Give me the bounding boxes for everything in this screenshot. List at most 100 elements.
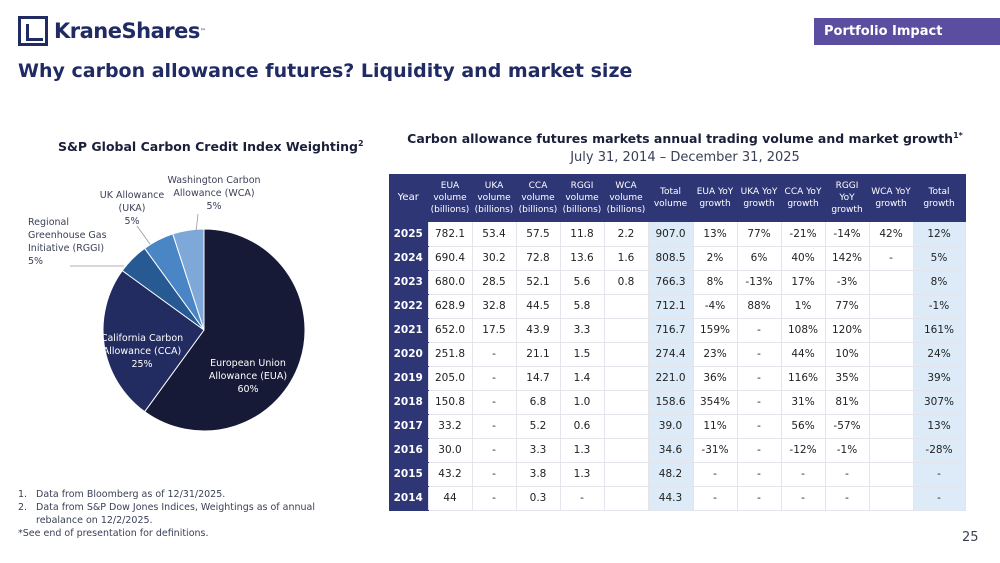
table-cell: 5.6 (560, 270, 605, 295)
table-cell: - (472, 414, 517, 439)
table-row: 2018 150.8-6.8 1.0 158.6 354% -31% 81% 307% (389, 390, 966, 415)
table-cell: 44% (781, 342, 826, 367)
pie-title-text: S&P Global Carbon Credit Index Weighting (58, 139, 358, 155)
volume-growth-table: Year EUA volume (billions) UKA volume (bil… (389, 174, 966, 511)
table-header-cell: CCA volume (billions) (516, 174, 561, 222)
table-row: 2015 43.2-3.8 1.3 48.2- - - - - (389, 462, 966, 487)
table-cell: 6.8 (516, 390, 561, 415)
table-cell: 0.8 (604, 270, 649, 295)
table-cell: 1% (781, 294, 826, 319)
pie-label-eua: European Union Allowance (EUA) 60% (200, 357, 296, 396)
table-cell: 0.6 (560, 414, 605, 439)
footnote-1-text: Data from Bloomberg as of 12/31/2025. (36, 489, 226, 500)
table-year-cell: 2025 (389, 222, 429, 247)
table-cell (869, 270, 914, 295)
table-cell (604, 318, 649, 343)
table-cell: 88% (737, 294, 782, 319)
table-title-text: Carbon allowance futures markets annual … (407, 131, 954, 147)
pie-leader-line-2 (195, 213, 199, 233)
table-total-cell: 808.5 (648, 246, 694, 271)
table-total-cell: 39.0 (648, 414, 694, 439)
table-cell: 354% (693, 390, 738, 415)
pie-label-eua-line2: Allowance (EUA) (208, 371, 288, 382)
pie-label-cca-pct: 25% (131, 359, 153, 370)
table-header-cell: EUA YoY growth (693, 174, 738, 222)
pie-label-wca: Washington Carbon Allowance (WCA) 5% (164, 174, 264, 213)
table-cell: 21.1 (516, 342, 561, 367)
table-cell: 31% (781, 390, 826, 415)
table-cell: 43.2 (428, 462, 473, 487)
pie-label-rggi-pct: 5% (28, 256, 44, 267)
logo-text: KraneShares (54, 19, 200, 43)
table-row: 2020 251.8-21.1 1.5 274.4 23% -44% 10% 24% (389, 342, 966, 367)
table-year-cell: 2022 (389, 294, 429, 319)
table-total-cell: 158.6 (648, 390, 694, 415)
table-cell: - (693, 462, 738, 487)
table-cell (604, 390, 649, 415)
table-cell: 120% (825, 318, 870, 343)
table-cell (604, 366, 649, 391)
pie-leader-line-1 (136, 225, 151, 245)
table-cell: 8% (693, 270, 738, 295)
kraneshares-logo-icon (18, 16, 48, 46)
table-header-cell: UKA YoY growth (737, 174, 782, 222)
footnote-2-number: 2. (18, 502, 28, 513)
table-cell: 11.8 (560, 222, 605, 247)
table-cell (604, 462, 649, 487)
table-cell: 3.8 (516, 462, 561, 487)
table-cell: -13% (737, 270, 782, 295)
table-cell: 251.8 (428, 342, 473, 367)
table-cell: 11% (693, 414, 738, 439)
pie-label-wca-line1: Washington Carbon (167, 175, 261, 186)
table-cell: 77% (825, 294, 870, 319)
table-cell: 680.0 (428, 270, 473, 295)
footnote-2: 2. Data from S&P Dow Jones Indices, Weig… (18, 501, 318, 527)
table-cell: 108% (781, 318, 826, 343)
table-cell: 17.5 (472, 318, 517, 343)
table-header-cell: WCA volume (billions) (604, 174, 649, 222)
table-cell: 56% (781, 414, 826, 439)
table-cell (869, 462, 914, 487)
table-cell: -12% (781, 438, 826, 463)
table-total-cell: 12% (913, 222, 966, 247)
table-cell: - (472, 462, 517, 487)
table-cell: 77% (737, 222, 782, 247)
table-total-cell: 766.3 (648, 270, 694, 295)
pie-label-uka-line2: (UKA) (118, 203, 146, 214)
table-year-cell: 2023 (389, 270, 429, 295)
pie-label-eua-pct: 60% (237, 384, 259, 395)
page-number: 25 (962, 530, 979, 545)
table-total-cell: 44.3 (648, 486, 694, 511)
table-total-cell: -1% (913, 294, 966, 319)
pie-label-cca: California Carbon Allowance (CCA) 25% (92, 332, 192, 371)
table-total-cell: 5% (913, 246, 966, 271)
table-year-cell: 2019 (389, 366, 429, 391)
table-total-cell: 221.0 (648, 366, 694, 391)
table-cell: 116% (781, 366, 826, 391)
table-cell: 72.8 (516, 246, 561, 271)
table-cell: - (472, 438, 517, 463)
table-cell: - (737, 462, 782, 487)
table-year-cell: 2014 (389, 486, 429, 511)
table-header-cell: UKA volume (billions) (472, 174, 517, 222)
pie-label-uka-line1: UK Allowance (99, 190, 165, 201)
table-cell: 30.2 (472, 246, 517, 271)
table-header-cell: RGGI YoY growth (825, 174, 870, 222)
table-cell: - (472, 390, 517, 415)
footnote-definitions: *See end of presentation for definitions… (18, 528, 209, 539)
table-cell: -3% (825, 270, 870, 295)
pie-chart-svg (70, 213, 306, 432)
table-cell: 3.3 (560, 318, 605, 343)
table-header-cell: CCA YoY growth (781, 174, 826, 222)
table-cell: - (825, 462, 870, 487)
footnotes: 1. Data from Bloomberg as of 12/31/2025.… (18, 488, 318, 540)
table-cell: 10% (825, 342, 870, 367)
table-cell: -57% (825, 414, 870, 439)
table-cell: - (737, 318, 782, 343)
table-cell: 1.3 (560, 438, 605, 463)
table-cell: 44.5 (516, 294, 561, 319)
table-total-cell: 907.0 (648, 222, 694, 247)
footnote-1: 1. Data from Bloomberg as of 12/31/2025. (18, 488, 318, 501)
table-cell (604, 294, 649, 319)
table-cell: - (737, 366, 782, 391)
